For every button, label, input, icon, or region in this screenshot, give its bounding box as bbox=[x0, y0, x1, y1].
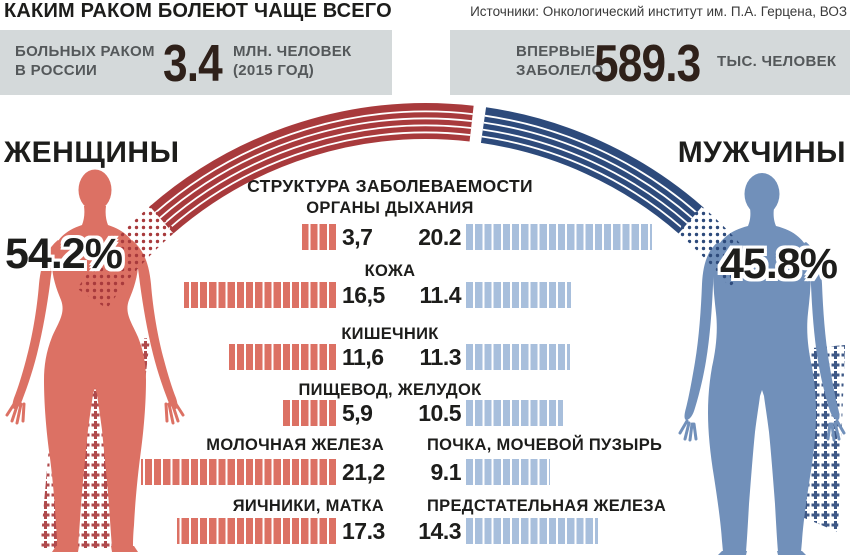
men-bar bbox=[466, 224, 652, 250]
women-value: 3,7 bbox=[342, 224, 373, 250]
men-label: МУЖЧИНЫ bbox=[677, 136, 846, 169]
men-halftone-cascade bbox=[790, 345, 845, 532]
row-label: ОРГАНЫ ДЫХАНИЯ bbox=[306, 199, 474, 217]
women-bar bbox=[176, 518, 336, 544]
men-value: 14.3 bbox=[418, 518, 461, 544]
page-title: КАКИМ РАКОМ БОЛЕЮТ ЧАЩЕ ВСЕГО bbox=[4, 0, 392, 22]
women-share: 54.2% bbox=[5, 230, 123, 278]
women-value: 21,2 bbox=[342, 459, 385, 485]
row-label-men: ПРЕДСТАТЕЛЬНАЯ ЖЕЛЕЗА bbox=[427, 497, 667, 515]
women-value: 17.3 bbox=[342, 518, 385, 544]
men-bar bbox=[466, 518, 598, 544]
women-bar bbox=[301, 224, 336, 250]
women-bar bbox=[229, 344, 336, 370]
women-halftone-cascade bbox=[40, 338, 150, 548]
stat-label: БОЛЬНЫХ РАКОМ В РОССИИ bbox=[15, 43, 155, 79]
row-label-men: ПОЧКА, МОЧЕВОЙ ПУЗЫРЬ bbox=[427, 436, 663, 454]
row-label: КИШЕЧНИК bbox=[341, 325, 439, 343]
stat-box-new-cases: ВПЕРВЫЕ ЗАБОЛЕЛО 589.3 ТЫС. ЧЕЛОВЕК bbox=[450, 30, 850, 95]
woman-fingers bbox=[5, 399, 185, 425]
row-label-women: МОЛОЧНАЯ ЖЕЛЕЗА bbox=[206, 436, 384, 454]
men-value: 20.2 bbox=[418, 224, 461, 250]
men-bar bbox=[466, 282, 571, 308]
woman-silhouette bbox=[5, 169, 185, 552]
men-bar bbox=[466, 344, 570, 370]
women-value: 16,5 bbox=[342, 282, 385, 308]
men-share: 45.8% bbox=[720, 240, 838, 288]
row-label-women: ЯИЧНИКИ, МАТКА bbox=[232, 497, 384, 515]
women-label: ЖЕНЩИНЫ bbox=[4, 136, 180, 169]
women-value: 5,9 bbox=[342, 400, 373, 426]
sources-note: Источники: Онкологический институт им. П… bbox=[470, 4, 847, 19]
women-value: 11,6 bbox=[342, 344, 384, 370]
men-bar bbox=[466, 400, 563, 426]
chart-title: СТРУКТУРА ЗАБОЛЕВАЕМОСТИ bbox=[247, 176, 533, 196]
row-label: КОЖА bbox=[364, 262, 416, 280]
men-value: 11.3 bbox=[419, 344, 462, 370]
women-bar bbox=[184, 282, 336, 308]
men-value: 9.1 bbox=[430, 459, 462, 485]
stat-unit: ТЫС. ЧЕЛОВЕК bbox=[717, 53, 837, 70]
men-bar bbox=[466, 459, 550, 485]
stat-unit: МЛН. ЧЕЛОВЕК (2015 ГОД) bbox=[233, 43, 352, 79]
stat-box-patients: БОЛЬНЫХ РАКОМ В РОССИИ 3.4 МЛН. ЧЕЛОВЕК … bbox=[0, 30, 392, 95]
stat-value: 3.4 bbox=[163, 35, 223, 93]
row-label: ПИЩЕВОД, ЖЕЛУДОК bbox=[298, 381, 482, 399]
women-bar bbox=[281, 400, 336, 426]
men-value: 10.5 bbox=[418, 400, 461, 426]
men-value: 11.4 bbox=[419, 282, 462, 308]
stat-value: 589.3 bbox=[594, 35, 701, 93]
women-bar bbox=[140, 459, 336, 485]
stat-label: ВПЕРВЫЕ ЗАБОЛЕЛО bbox=[516, 43, 604, 79]
